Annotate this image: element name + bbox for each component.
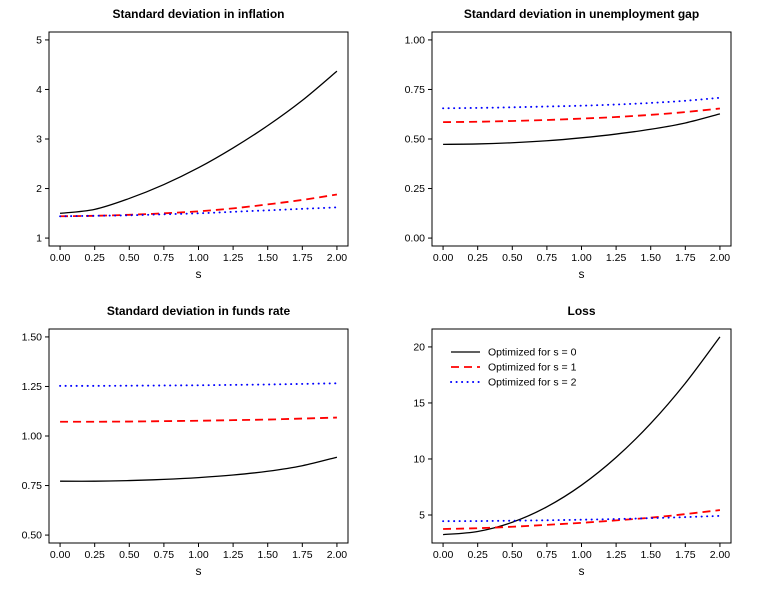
y-tick-label: 1.50: [22, 331, 43, 343]
x-tick-label: 0.75: [537, 549, 558, 561]
x-tick-label: 2.00: [710, 252, 731, 264]
x-tick-label: 0.25: [84, 252, 105, 264]
x-tick-label: 0.25: [84, 549, 105, 561]
x-axis-label: s: [578, 564, 585, 578]
x-tick-label: 0.50: [502, 549, 523, 561]
y-tick-label: 10: [413, 453, 425, 465]
line-chart-loss: 0.00 0.25 0.50 0.75 1.00 1.25 1.50 1.75 2.00 5 10 1…: [413, 328, 732, 561]
x-tick-label: 2.00: [710, 549, 731, 561]
x-tick-label: 0.50: [119, 252, 140, 264]
series-line-dotted: [442, 96, 721, 110]
y-tick-label: 15: [413, 397, 425, 409]
x-tick-label: 0.00: [433, 549, 454, 561]
chart-title: Standard deviation in unemployment gap: [463, 7, 700, 21]
series-line-dotted: [59, 206, 338, 218]
x-tick-label: 0.50: [119, 549, 140, 561]
x-tick-label: 1.75: [675, 252, 696, 264]
x-tick-label: 1.50: [257, 252, 278, 264]
x-tick-label: 1.25: [223, 252, 244, 264]
x-tick-label: 1.50: [257, 549, 278, 561]
series-line-solid: [443, 336, 721, 536]
series-line-solid: [443, 113, 721, 145]
x-tick-label: 0.00: [433, 252, 454, 264]
x-tick-label: 1.00: [188, 252, 209, 264]
y-tick-label: 1.25: [22, 381, 43, 393]
x-tick-label: 0.75: [154, 252, 175, 264]
y-tick-label: 0.75: [405, 84, 426, 96]
x-tick-label: 1.75: [292, 549, 313, 561]
plot-box: [48, 328, 349, 544]
y-tick-label: 0.50: [405, 134, 426, 146]
x-tick-label: 0.25: [467, 252, 488, 264]
x-tick-label: 0.50: [502, 252, 523, 264]
y-tick-label: 5: [36, 34, 42, 46]
chart-title: Standard deviation in funds rate: [106, 304, 291, 318]
series-line-solid: [60, 70, 338, 214]
x-tick-label: 0.25: [467, 549, 488, 561]
y-tick-label: 1.00: [22, 431, 43, 443]
series-line-dotted: [442, 514, 721, 523]
y-tick-label: 3: [36, 134, 42, 146]
chart-title: Standard deviation in inflation: [112, 7, 285, 21]
x-tick-label: 1.25: [606, 549, 627, 561]
legend-label: Optimized for s = 0: [488, 347, 577, 359]
series-line-dashed: [443, 107, 721, 124]
x-tick-label: 0.75: [537, 252, 558, 264]
x-tick-label: 1.25: [223, 549, 244, 561]
x-axis-label: s: [195, 267, 202, 281]
x-tick-label: 2.00: [327, 549, 348, 561]
line-chart-sd-unemployment-gap: 0.00 0.25 0.50 0.75 1.00 1.25 1.50 1.75 2.00 0.00…: [405, 31, 732, 264]
y-tick-label: 1.00: [405, 34, 426, 46]
x-tick-label: 2.00: [327, 252, 348, 264]
panel-loss: 0.00 0.25 0.50 0.75 1.00 1.25 1.50 1.75 2.00 5 10 1…: [383, 297, 767, 595]
y-tick-label: 0.25: [405, 183, 426, 195]
x-tick-label: 0.75: [154, 549, 175, 561]
x-axis-label: s: [195, 564, 202, 578]
y-tick-label: 0.50: [22, 530, 43, 542]
chart-title: Loss: [567, 304, 596, 318]
x-tick-label: 1.00: [571, 252, 592, 264]
panel-sd-unemployment-gap: 0.00 0.25 0.50 0.75 1.00 1.25 1.50 1.75 2.00 0.00…: [383, 0, 767, 297]
y-tick-label: 1: [36, 233, 42, 245]
line-chart-sd-inflation: 0.00 0.25 0.50 0.75 1.00 1.25 1.50 1.75 2.00 1 2 3 4…: [36, 31, 349, 264]
legend-label: Optimized for s = 2: [488, 377, 577, 389]
series-line-dotted: [59, 382, 338, 387]
line-chart-sd-funds-rate: 0.00 0.25 0.50 0.75 1.00 1.25 1.50 1.75 2.00 0.50…: [22, 328, 349, 561]
y-tick-label: 0.00: [405, 233, 426, 245]
x-tick-label: 1.25: [606, 252, 627, 264]
legend-label: Optimized for s = 1: [488, 362, 577, 374]
panel-sd-funds-rate: 0.00 0.25 0.50 0.75 1.00 1.25 1.50 1.75 2.00 0.50…: [0, 297, 383, 595]
y-tick-label: 2: [36, 183, 42, 195]
y-tick-label: 4: [36, 84, 42, 96]
plot-box: [431, 328, 732, 544]
series-line-solid: [60, 456, 338, 482]
x-tick-label: 1.00: [571, 549, 592, 561]
series-line-dashed: [443, 509, 721, 530]
y-tick-label: 5: [419, 509, 425, 521]
series-line-dashed: [60, 416, 337, 423]
x-axis-label: s: [578, 267, 585, 281]
panel-sd-inflation: 0.00 0.25 0.50 0.75 1.00 1.25 1.50 1.75 2.00 1 2 3 4…: [0, 0, 383, 297]
x-tick-label: 1.50: [640, 252, 661, 264]
y-tick-label: 20: [413, 341, 425, 353]
x-tick-label: 1.00: [188, 549, 209, 561]
x-tick-label: 0.00: [50, 252, 71, 264]
x-tick-label: 1.75: [675, 549, 696, 561]
plot-box: [431, 31, 732, 247]
y-tick-label: 0.75: [22, 480, 43, 492]
x-tick-label: 0.00: [50, 549, 71, 561]
x-tick-label: 1.50: [640, 549, 661, 561]
x-tick-label: 1.75: [292, 252, 313, 264]
